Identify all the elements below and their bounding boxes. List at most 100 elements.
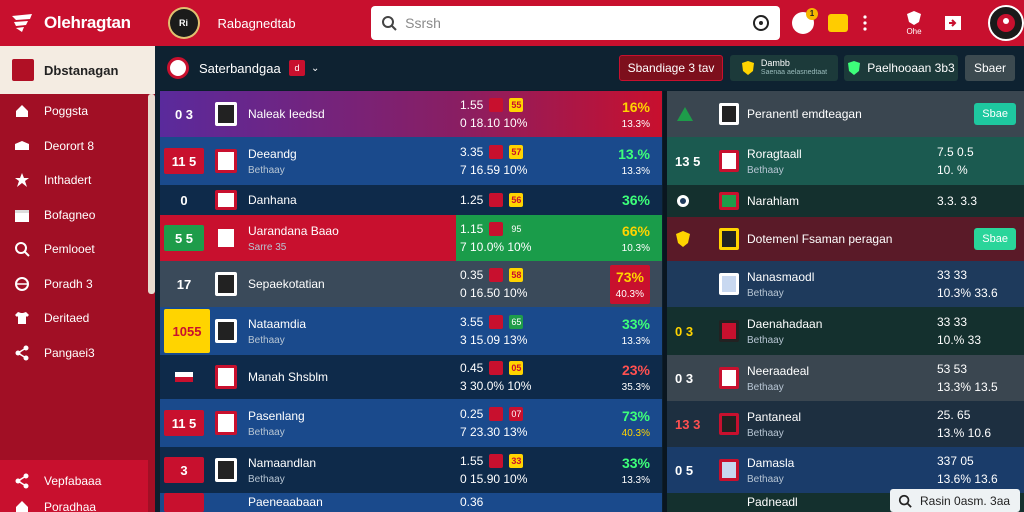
- percent: 16% 13.3%: [622, 99, 650, 130]
- percent-high: 66%: [621, 222, 650, 239]
- brand[interactable]: Olehragtan: [0, 12, 160, 34]
- club-crest-icon[interactable]: Ri: [167, 7, 200, 39]
- match-row[interactable]: Manah Shsblm 0.45 05 3 30.0% 10% 23% 35.3%: [160, 355, 662, 399]
- sidebar-header[interactable]: Dbstanagan: [0, 46, 155, 94]
- odds-detail: 7 23.30 13%: [460, 425, 528, 439]
- match-tag: [164, 364, 204, 390]
- match-tag: 5 5: [164, 225, 204, 251]
- percent-low: 13.3%: [621, 118, 650, 130]
- sidebar-scrollbar[interactable]: [148, 94, 155, 294]
- team-info: Dotemenl Fsaman peragan: [747, 232, 892, 246]
- team-name: Naleak Ieedsd: [248, 107, 325, 121]
- match-row[interactable]: Peranentl emdteagan Sbae: [667, 91, 1024, 137]
- chevron-down-icon[interactable]: ⌄: [311, 62, 320, 74]
- button-label: Dambb: [760, 58, 790, 68]
- search-bar[interactable]: [371, 6, 780, 40]
- values: 25. 65 13.% 10.6: [937, 408, 991, 440]
- team-sub: Bethaay: [747, 427, 784, 439]
- match-row[interactable]: 1055 Nataamdia Bethaay 3.55 65 3 15.09 13%…: [160, 307, 662, 355]
- filter-button-1[interactable]: Dambb Saenaa aelasnedtaat: [730, 55, 838, 81]
- team-name: Danhana: [248, 193, 297, 207]
- team-sub: Bethaay: [248, 334, 285, 346]
- match-row[interactable]: 11 5 Pasenlang Bethaay 0.25 07 7 23.30 13%…: [160, 399, 662, 447]
- match-row[interactable]: Paeneaabaan 0.36: [160, 493, 662, 512]
- sidebar-item-label: Poradh 3: [44, 276, 93, 291]
- match-row[interactable]: 3 Namaandlan Bethaay 1.55 33 0 15.90 10% 3…: [160, 447, 662, 493]
- match-row[interactable]: 0 Danhana 1.25 56 36%: [160, 185, 662, 215]
- match-row[interactable]: 17 Sepaekotatian 0.35 58 0 16.50 10% 73% 4…: [160, 261, 662, 307]
- team-sub: Bethaay: [747, 381, 784, 393]
- list-scrollbar[interactable]: [663, 91, 667, 512]
- profile-shortcut[interactable]: Ohe: [906, 10, 922, 36]
- match-row[interactable]: 13 3 Pantaneal Bethaay 25. 65 13.% 10.6: [667, 401, 1024, 447]
- sidebar-item-3[interactable]: Inthadert: [0, 163, 155, 198]
- standings-button[interactable]: Sbandiage 3 tav: [619, 55, 723, 81]
- odds-flag: [489, 98, 504, 112]
- sidebar-item-1[interactable]: Poggsta: [0, 94, 155, 129]
- team-sub: Bethaay: [747, 164, 784, 176]
- match-row[interactable]: Nanasmaodl Bethaay 33 33 10.3% 33.6: [667, 261, 1024, 307]
- match-row[interactable]: 11 5 Deeandg Bethaay 3.35 57 7 16.59 10% 1…: [160, 137, 662, 185]
- sidebar-item-2[interactable]: Deorort 8: [0, 129, 155, 164]
- value-line: 10.3% 33.6: [937, 286, 998, 300]
- match-row[interactable]: 0 3 Neeraadeal Bethaay 53 53 13.3% 13.5: [667, 355, 1024, 401]
- match-tag: 3: [164, 457, 204, 483]
- match-row[interactable]: 13 5 Roragtaall Bethaay 7.5 0.5 10. %: [667, 137, 1024, 185]
- page-title: Rabagnedtab: [217, 15, 296, 31]
- team-crest-icon: [719, 228, 739, 250]
- match-row[interactable]: 5 5 Uarandana Baao Sarre 35 1.15 95 7 10.0…: [160, 215, 662, 261]
- sidebar-item-4[interactable]: Bofagneo: [0, 198, 155, 233]
- match-row[interactable]: Narahlam 3.3. 3.3: [667, 185, 1024, 217]
- compass-icon[interactable]: [752, 14, 770, 32]
- sidebar-item-label: Pemlooet: [44, 242, 95, 257]
- sidebar-footer-item-2[interactable]: Poradhaa: [0, 494, 148, 512]
- team-crest-icon: [215, 226, 237, 250]
- notification-icon[interactable]: 1: [792, 8, 818, 34]
- sidebar-item-6[interactable]: Poradh 3: [0, 267, 155, 302]
- team-info: Naleak Ieedsd: [248, 107, 325, 121]
- sidebar-item-5[interactable]: Pemlooet: [0, 232, 155, 267]
- match-row[interactable]: Dotemenl Fsaman peragan Sbae: [667, 217, 1024, 261]
- odds-line: 0.35 58: [460, 268, 527, 282]
- odds-box: 95: [509, 222, 524, 236]
- sidebar-footer-item-1[interactable]: Vepfabaaa: [0, 468, 148, 494]
- match-row[interactable]: 0 3 Naleak Ieedsd 1.55 55 0 18.10 10% 16%…: [160, 91, 662, 137]
- shirt-icon: [15, 312, 29, 325]
- filter-button-2[interactable]: Paelhooaan 3b3: [844, 55, 958, 81]
- more-menu-icon[interactable]: [862, 15, 868, 31]
- share-button[interactable]: Sbaer: [965, 55, 1015, 81]
- flag-icon: [175, 372, 193, 382]
- values: 7.5 0.5 10. %: [937, 145, 974, 177]
- bet-button[interactable]: Sbae: [974, 228, 1016, 250]
- search-input[interactable]: [405, 15, 744, 31]
- percent: 33% 13.3%: [622, 455, 650, 486]
- team-info: Deeandg Bethaay: [248, 147, 297, 176]
- team-crest-icon: [719, 192, 739, 210]
- search-icon: [15, 242, 30, 257]
- match-tag: 0 3: [675, 370, 694, 386]
- odds-box: 56: [509, 193, 524, 207]
- bet-button[interactable]: Sbae: [974, 103, 1016, 125]
- percent-high: 73%: [621, 407, 650, 424]
- match-row[interactable]: 0 3 Daenahadaan Bethaay 33 33 10.% 33: [667, 307, 1024, 355]
- odds-detail: 3 15.09 13%: [460, 333, 528, 347]
- search-icon: [382, 16, 397, 31]
- sidebar: Dbstanagan Poggsta Deorort 8 Inthadert B…: [0, 46, 155, 512]
- chat-icon[interactable]: [828, 14, 848, 32]
- value-line: 25. 65: [937, 408, 971, 422]
- percent-low: 35.3%: [621, 381, 650, 393]
- login-icon[interactable]: [944, 15, 962, 31]
- odds-line: 1.55 55: [460, 98, 527, 112]
- team-crest-icon: [719, 459, 739, 481]
- bet-slip-card[interactable]: Rasin 0asm. 3aa: [890, 489, 1020, 512]
- match-row[interactable]: 0 5 Damasla Bethaay 337 05 13.6% 13.6: [667, 447, 1024, 493]
- sidebar-item-8[interactable]: Pangaei3: [0, 336, 155, 371]
- odds-detail: 3 30.0% 10%: [460, 379, 532, 393]
- value-line: 13.% 10.6: [937, 426, 992, 440]
- odds: 1.55 55 0 18.10 10%: [460, 98, 527, 130]
- avatar[interactable]: [988, 5, 1024, 41]
- calendar-icon: [15, 209, 29, 222]
- match-list-left: 0 3 Naleak Ieedsd 1.55 55 0 18.10 10% 16%…: [160, 91, 662, 512]
- odds-value: 1.15: [460, 222, 484, 236]
- sidebar-item-7[interactable]: Deritaed: [0, 301, 155, 336]
